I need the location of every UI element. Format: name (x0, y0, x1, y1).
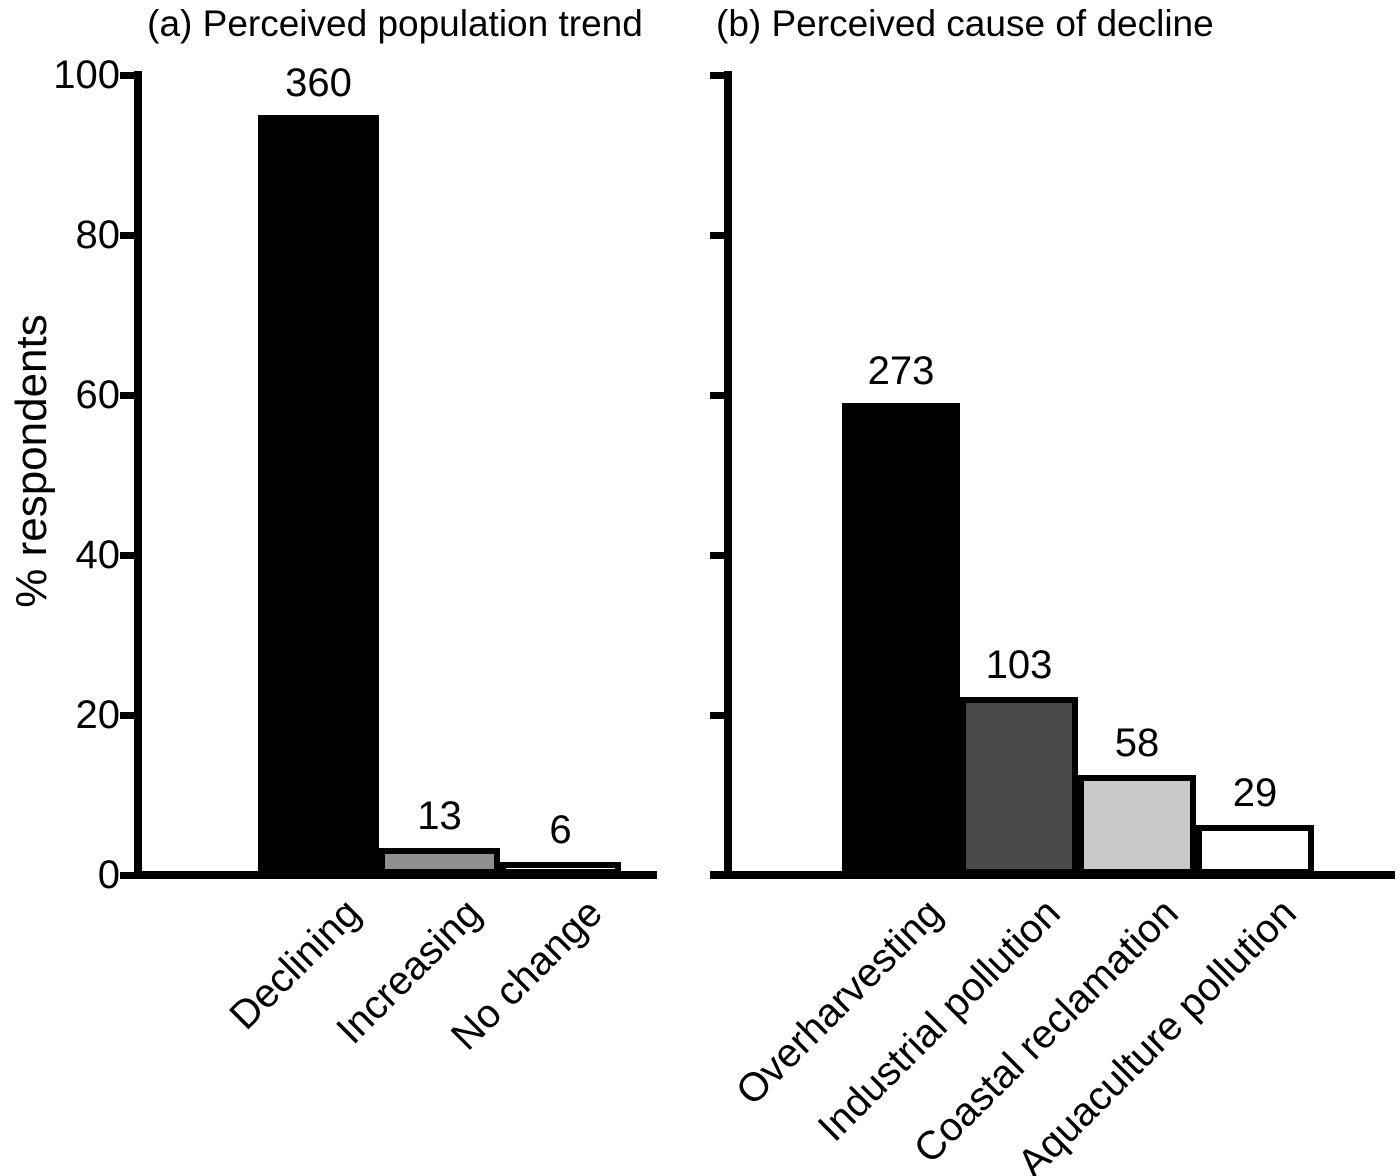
bar-overharvesting (842, 403, 960, 875)
bar-declining (258, 115, 379, 875)
y-tick-mark-a-20 (120, 712, 140, 719)
bar-value-label-aquaculture-pollution: 29 (1232, 771, 1278, 815)
y-tick-mark-a-60 (120, 392, 140, 399)
bar-value-label-coastal-reclamation: 58 (1114, 721, 1160, 765)
y-tick-mark-a-80 (120, 232, 140, 239)
bar-value-label-increasing: 13 (417, 794, 462, 838)
y-tick-mark-a-0 (120, 872, 140, 879)
y-tick-mark-b-100 (710, 72, 730, 79)
bar-aquaculture-pollution (1196, 825, 1314, 875)
y-tick-mark-a-40 (120, 552, 140, 559)
y-axis-line-a (134, 71, 142, 879)
y-tick-mark-b-0 (710, 872, 730, 879)
bar-value-label-industrial-pollution: 103 (985, 643, 1053, 687)
panel-b-title: (b) Perceived cause of decline (716, 3, 1214, 44)
bar-value-label-overharvesting: 273 (867, 349, 935, 393)
y-tick-mark-b-20 (710, 712, 730, 719)
bar-value-label-declining: 360 (285, 61, 352, 105)
bar-increasing (379, 848, 500, 875)
bar-coastal-reclamation (1078, 775, 1196, 875)
bar-value-label-no-change: 6 (549, 808, 572, 852)
y-tick-label-100: 100 (53, 53, 120, 97)
bar-no-change (500, 862, 621, 875)
y-axis-line-b (724, 71, 732, 879)
bar-industrial-pollution (960, 697, 1078, 875)
x-axis-line-a (134, 871, 657, 879)
y-tick-mark-b-60 (710, 392, 730, 399)
y-tick-label-40: 40 (75, 533, 121, 577)
y-tick-label-0: 0 (97, 853, 120, 897)
y-tick-mark-b-80 (710, 232, 730, 239)
y-axis-label: % respondents (7, 314, 56, 608)
y-tick-label-80: 80 (75, 213, 121, 257)
y-tick-mark-b-40 (710, 552, 730, 559)
panel-a-title: (a) Perceived population trend (147, 3, 643, 44)
y-tick-mark-a-100 (120, 72, 140, 79)
x-axis-line-b (710, 871, 1395, 879)
y-tick-label-60: 60 (75, 373, 121, 417)
y-tick-label-20: 20 (75, 693, 121, 737)
